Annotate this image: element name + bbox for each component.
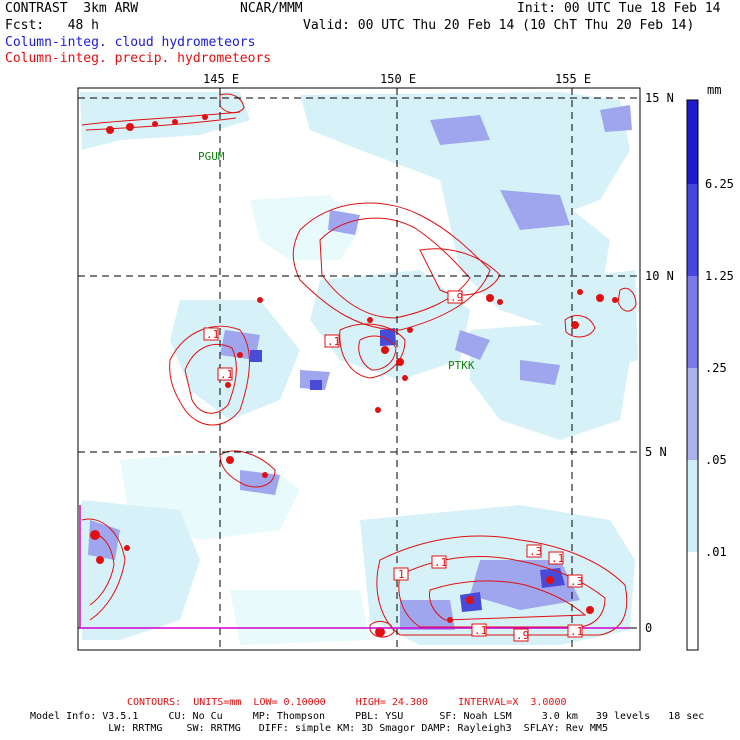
- colorbar-level: .01: [705, 545, 727, 559]
- lat-label-10n: 10 N: [645, 269, 674, 283]
- lat-label-5n: 5 N: [645, 445, 667, 459]
- colorbar-level: .05: [705, 453, 727, 467]
- precip-field-title: Column-integ. precip. hydrometeors: [5, 51, 272, 66]
- lon-label-150: 150 E: [380, 72, 417, 86]
- contour-label: .1: [551, 552, 565, 565]
- colorbar-units: mm: [707, 83, 722, 97]
- valid-time: Valid: 00 UTC Thu 20 Feb 14 (10 ChT Thu …: [303, 18, 695, 33]
- contour-label: .1: [434, 556, 448, 569]
- station-pgum: PGUM: [198, 150, 225, 163]
- lat-label-equator: 0: [645, 621, 653, 635]
- station-ptkk: PTKK: [448, 359, 475, 372]
- contour-label: .9: [516, 629, 530, 642]
- contour-label: .1: [474, 624, 488, 637]
- lon-label-145: 145 E: [203, 72, 240, 86]
- organization-label: NCAR/MMM: [240, 1, 303, 16]
- forecast-hour: Fcst: 48 h: [5, 18, 99, 33]
- colorbar-level: .25: [705, 361, 727, 375]
- lat-label-15n: 15 N: [645, 91, 674, 105]
- model-info-line2: LW: RRTMG SW: RRTMG DIFF: simple KM: 3D …: [30, 723, 608, 734]
- cloud-shading: [80, 92, 638, 645]
- contour-label: .1: [206, 328, 220, 341]
- contour-label: .3: [529, 545, 543, 558]
- map-frame: [77, 87, 641, 651]
- contour-label: 1: [398, 568, 405, 581]
- model-info-line1: Model Info: V3.5.1 CU: No Cu MP: Thompso…: [30, 711, 705, 722]
- contour-label: .1: [570, 625, 584, 638]
- colorbar: [686, 99, 699, 651]
- cloud-field-title: Column-integ. cloud hydrometeors: [5, 35, 256, 50]
- model-title: CONTRAST 3km ARW: [5, 1, 139, 16]
- contour-label: .1: [327, 335, 341, 348]
- precip-contours: [81, 93, 637, 638]
- colorbar-level: 6.25: [705, 177, 734, 191]
- contour-label: .9: [450, 291, 464, 304]
- contour-label: .3: [570, 575, 584, 588]
- contour-label-boxes: [203, 290, 583, 642]
- colorbar-level: 1.25: [705, 269, 734, 283]
- domain-boundary: [79, 505, 630, 629]
- contour-info: CONTOURS: UNITS=mm LOW= 0.10000 HIGH= 24…: [127, 697, 567, 708]
- lon-label-155: 155 E: [555, 72, 592, 86]
- contour-label: .1: [220, 368, 234, 381]
- precip-cores: [90, 114, 618, 637]
- init-time: Init: 00 UTC Tue 18 Feb 14: [517, 1, 721, 16]
